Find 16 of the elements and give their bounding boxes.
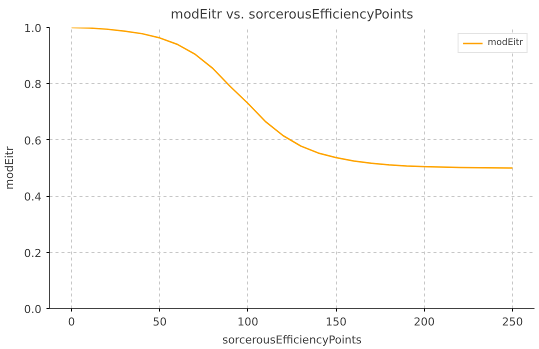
x-tick-label: 250 <box>502 316 523 328</box>
y-tick-label: 0.6 <box>24 134 42 148</box>
y-tick-label: 0.8 <box>24 78 42 92</box>
y-tick-label: 1.0 <box>24 22 42 35</box>
y-axis-title: modEitr <box>3 146 16 190</box>
x-axis-title: sorcerousEfficiencyPoints <box>222 334 362 346</box>
x-tick-label: 100 <box>237 316 258 328</box>
y-tick-label: 0.4 <box>24 190 42 204</box>
x-tick-label: 150 <box>326 316 347 328</box>
chart-title: modEitr vs. sorcerousEfficiencyPoints <box>170 8 414 22</box>
y-tick-label: 0.0 <box>24 303 42 316</box>
x-tick-label: 200 <box>414 316 435 328</box>
y-tick-label: 0.2 <box>24 246 42 260</box>
x-tick-label: 0 <box>68 316 76 328</box>
x-tick-label: 50 <box>152 316 167 328</box>
legend-label: modEitr <box>488 38 523 48</box>
